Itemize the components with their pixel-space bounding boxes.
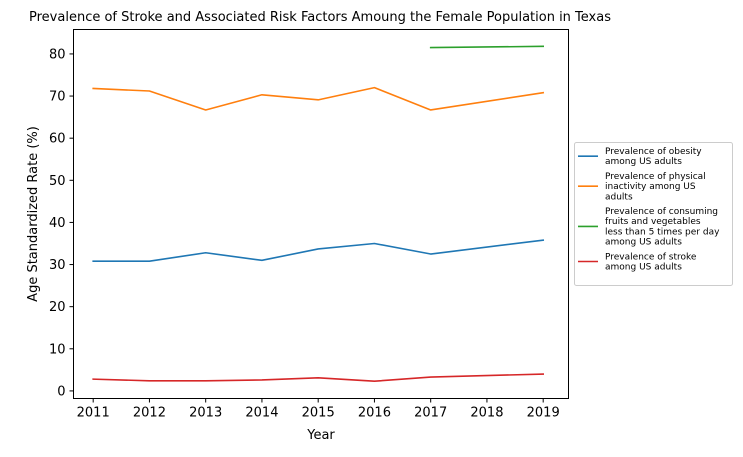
x-tick-label: 2015 <box>302 406 335 421</box>
legend-frame <box>574 142 733 286</box>
y-tick-label: 80 <box>49 47 66 62</box>
y-axis-ticks: 0 10 20 30 40 50 60 70 80 <box>49 47 74 399</box>
x-tick-label: 2017 <box>414 406 447 421</box>
legend-label-line: among US adults <box>605 157 682 167</box>
series-layer <box>92 45 545 383</box>
legend-label-3: Prevalence of consuming fruits and vegeta… <box>605 207 720 248</box>
series-line-1 <box>92 239 545 262</box>
x-axis-title: Year <box>306 428 335 443</box>
legend-label-line: inactivity among US <box>605 182 696 192</box>
chart-title: Prevalence of Stroke and Associated Risk… <box>29 10 611 25</box>
legend-label-line: Prevalence of consuming <box>605 207 718 217</box>
x-tick-label: 2018 <box>470 406 503 421</box>
legend-label-line: Prevalence of stroke <box>605 252 697 262</box>
legend-label-4: Prevalence of stroke among US adults <box>605 252 697 272</box>
x-axis-ticks: 2011 2012 2013 2014 2015 2016 2017 2018 2019 <box>77 398 560 421</box>
x-tick-label: 2012 <box>133 406 166 421</box>
x-tick-label: 2016 <box>358 406 391 421</box>
y-tick-label: 20 <box>49 300 66 315</box>
legend-label-line: among US adults <box>605 263 682 273</box>
y-tick-label: 50 <box>49 174 66 189</box>
y-tick-label: 40 <box>49 216 66 231</box>
series-line-2 <box>92 86 545 111</box>
y-axis-title: Age Standardized Rate (%) <box>26 126 41 302</box>
x-tick-label: 2019 <box>527 406 560 421</box>
x-tick-label: 2013 <box>189 406 222 421</box>
legend-label-line: fruits and vegetables <box>605 217 701 227</box>
legend-items: Prevalence of obesity among US adultsPrev… <box>578 147 720 273</box>
legend-label-line: adults <box>605 192 633 202</box>
legend-label-line: Prevalence of obesity <box>605 147 702 157</box>
x-tick-label: 2014 <box>245 406 278 421</box>
legend: Prevalence of obesity among US adultsPrev… <box>574 142 733 286</box>
legend-label-2: Prevalence of physical inactivity among U… <box>605 172 706 202</box>
series-line-3 <box>429 45 544 49</box>
legend-label-line: Prevalence of physical <box>605 172 706 182</box>
y-tick-label: 10 <box>49 342 66 357</box>
y-tick-label: 30 <box>49 258 66 273</box>
legend-label-line: less than 5 times per day <box>605 227 720 237</box>
y-tick-label: 60 <box>49 132 66 147</box>
series-line-4 <box>92 373 545 383</box>
y-tick-label: 70 <box>49 90 66 105</box>
y-tick-label: 0 <box>57 384 65 399</box>
plot-frame <box>73 29 569 399</box>
x-tick-label: 2011 <box>77 406 110 421</box>
legend-label-line: among US adults <box>605 238 682 248</box>
legend-label-1: Prevalence of obesity among US adults <box>605 147 702 167</box>
